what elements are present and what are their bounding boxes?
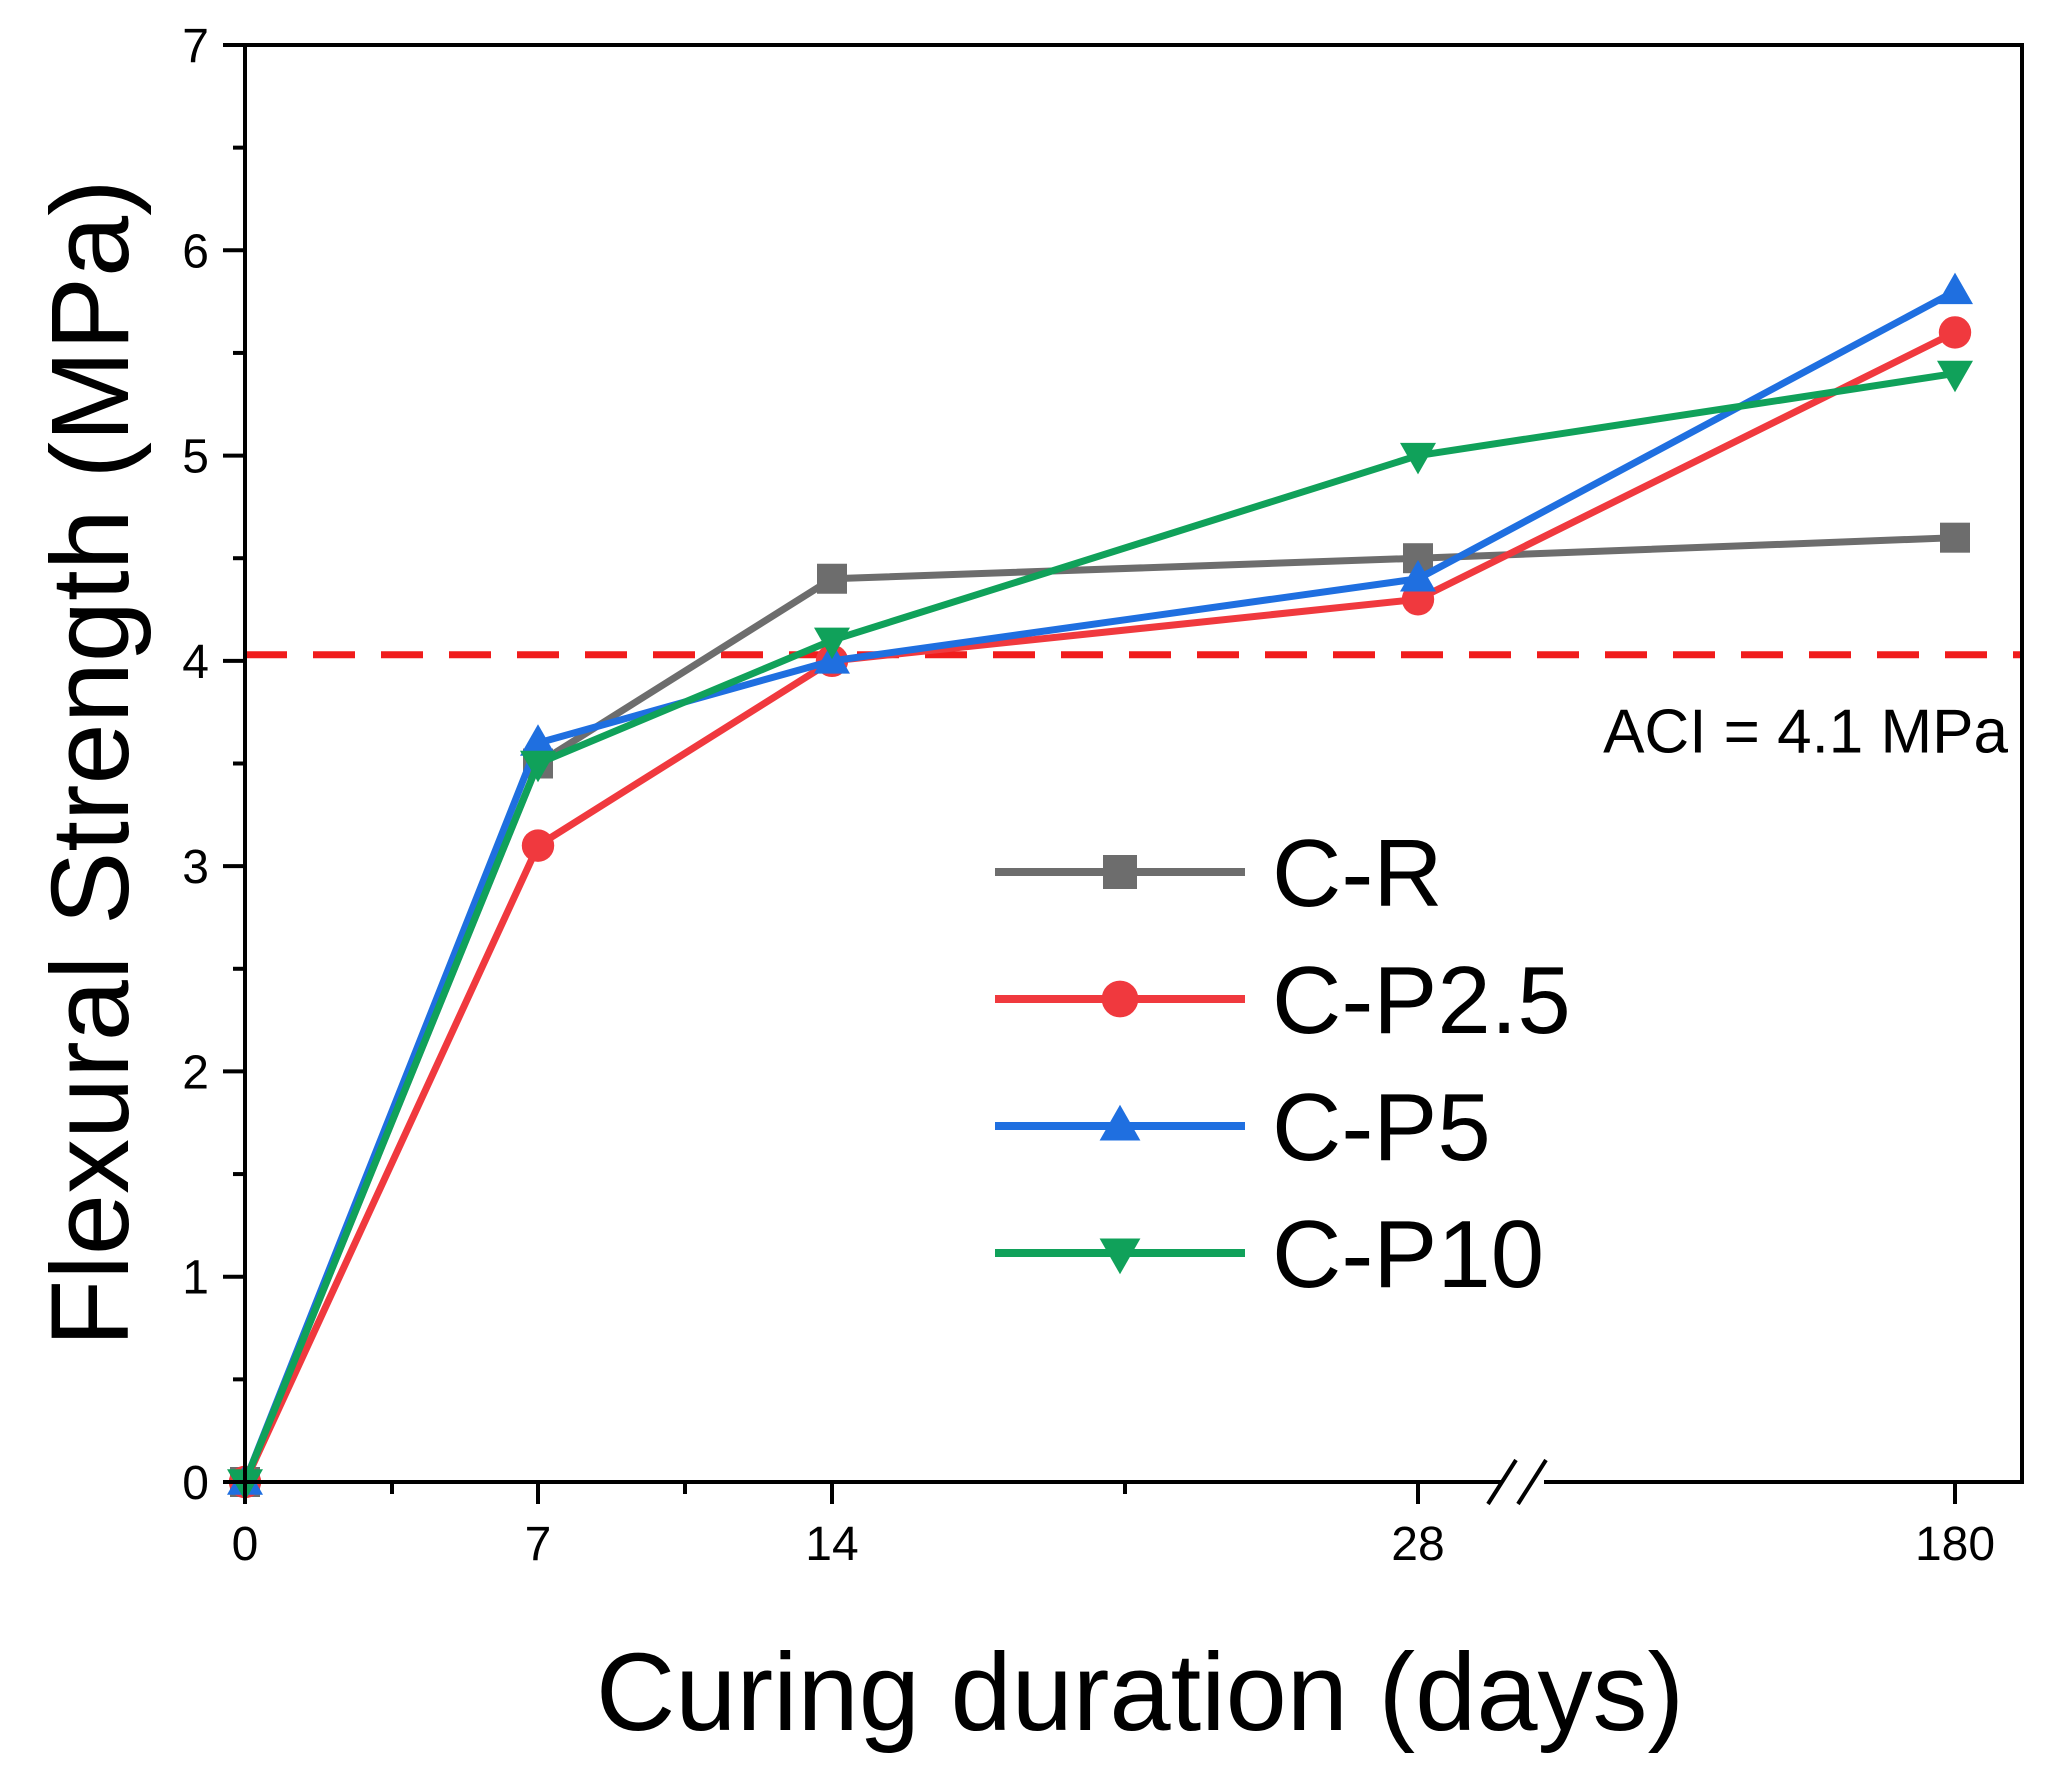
y-axis-title: Flexural Strength (MPa): [29, 179, 152, 1347]
legend-item: C-P10: [995, 1201, 1544, 1308]
y-tick-label: 2: [182, 1046, 209, 1099]
y-tick-label: 4: [182, 636, 209, 689]
x-tick-label: 14: [805, 1518, 858, 1571]
legend-marker: [1099, 1238, 1141, 1275]
y-tick-label: 7: [182, 20, 209, 73]
x-tick-label: 180: [1915, 1518, 1995, 1571]
legend-marker: [1101, 980, 1139, 1018]
legend-marker: [1099, 1104, 1141, 1141]
data-point: [1400, 559, 1436, 592]
data-point: [1400, 442, 1436, 475]
data-point: [1938, 316, 1972, 349]
legend-label: C-P10: [1272, 1201, 1544, 1308]
legend-marker: [1103, 855, 1137, 889]
legend-item: C-P5: [995, 1074, 1491, 1181]
plot-content: [227, 272, 2022, 1501]
data-point: [520, 750, 556, 783]
data-point: [817, 563, 847, 594]
y-tick-label: 0: [182, 1457, 209, 1510]
legend-label: C-R: [1272, 820, 1443, 927]
legend-item: C-R: [995, 820, 1443, 927]
data-point: [521, 829, 555, 862]
x-tick-label: 7: [525, 1518, 552, 1571]
y-tick-label: 3: [182, 841, 209, 894]
axes: 0 1 2 3 4 5 6 7 0 7 14 28 180: [182, 20, 1995, 1571]
x-axis-title: Curing duration (days): [596, 1631, 1684, 1754]
y-tick-label: 6: [182, 225, 209, 278]
series-C-P10: [227, 360, 1973, 1501]
legend-label: C-P5: [1272, 1074, 1491, 1181]
x-tick-label: 0: [232, 1518, 259, 1571]
legend: C-R C-P2.5 C-P5 C-P10: [995, 820, 1571, 1308]
aci-reference-label: ACI = 4.1 MPa: [1603, 698, 2008, 767]
data-point: [1940, 522, 1970, 553]
data-point: [520, 724, 556, 756]
axis-break-mark: [1486, 1458, 1518, 1506]
legend-item: C-P2.5: [995, 947, 1571, 1054]
y-tick-label: 5: [182, 431, 209, 484]
x-tick-label: 28: [1391, 1518, 1444, 1571]
axis-break-mark: [1516, 1458, 1548, 1506]
data-point: [1937, 360, 1973, 393]
legend-label: C-P2.5: [1272, 947, 1571, 1054]
data-point: [814, 627, 850, 660]
data-point: [1937, 272, 1973, 305]
y-tick-label: 1: [182, 1252, 209, 1305]
